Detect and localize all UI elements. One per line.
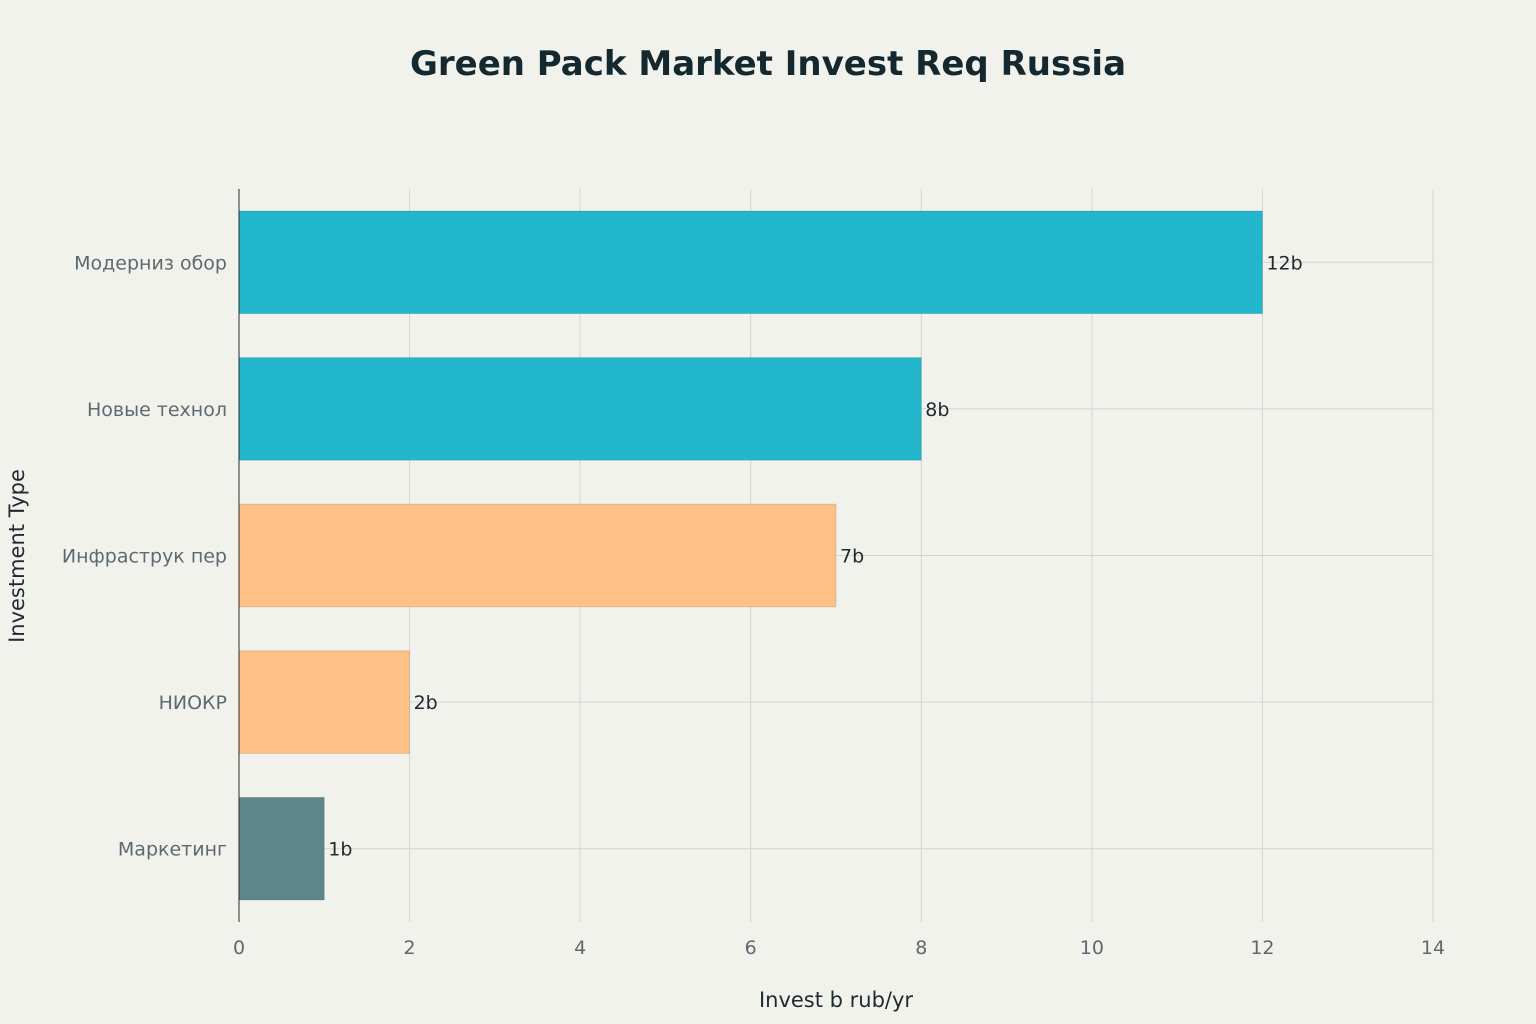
x-tick-label: 14 [1421, 937, 1445, 959]
data-label: 12b [1266, 252, 1302, 274]
category-label: Маркетинг [118, 839, 227, 861]
data-labels: 12b 8b 7b 2b 1b [328, 252, 1302, 860]
x-tick-label: 0 [233, 937, 245, 959]
category-label: Инфраструк пер [62, 546, 227, 568]
x-axis-ticks: 0 2 4 6 8 10 12 14 [233, 937, 1445, 959]
x-tick-label: 6 [745, 937, 757, 959]
y-axis-categories: Модерниз обор Новые технол Инфраструк пер Н… [62, 252, 227, 860]
x-tick-label: 2 [404, 937, 416, 959]
data-label: 7b [840, 546, 864, 568]
bars [238, 210, 1263, 901]
bar [238, 357, 922, 461]
category-label: Модерниз обор [74, 252, 227, 274]
x-tick-label: 4 [574, 937, 586, 959]
x-tick-label: 8 [915, 937, 927, 959]
data-label: 1b [328, 839, 352, 861]
category-label: Новые технол [87, 399, 227, 421]
category-label: НИОКР [159, 692, 227, 714]
y-axis-title: Investment Type [5, 469, 29, 643]
bar [238, 796, 325, 901]
bar [238, 210, 1263, 315]
chart-title: Green Pack Market Invest Req Russia [410, 44, 1126, 84]
x-tick-label: 12 [1250, 937, 1274, 959]
bar [238, 650, 411, 754]
data-label: 2b [414, 692, 438, 714]
data-label: 8b [925, 399, 949, 421]
x-axis-title: Invest b rub/yr [759, 988, 913, 1012]
bar [238, 503, 837, 608]
x-tick-label: 10 [1080, 937, 1104, 959]
